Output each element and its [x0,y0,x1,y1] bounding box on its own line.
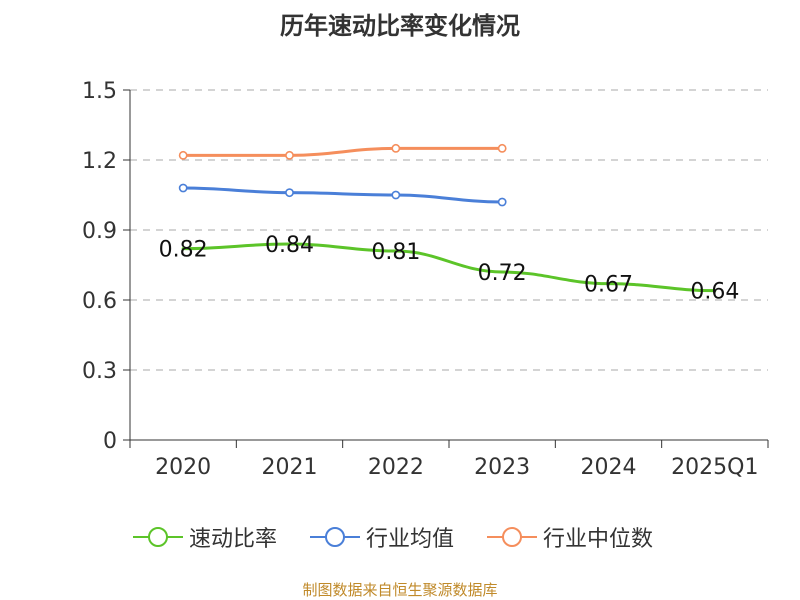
data-point [391,190,401,200]
source-note: 制图数据来自恒生聚源数据库 [302,581,498,599]
y-tick-label: 1.5 [82,79,117,104]
data-point [285,188,294,198]
data-label: 0.67 [584,273,633,298]
data-label: 0.82 [159,238,208,263]
legend-label: 行业均值 [366,527,455,552]
legend-line-circle-icon [487,527,537,547]
x-tick-label: 2025Q1 [671,455,758,480]
axes: 0 0.3 0.6 0.9 1.2 1.5 2020 2021 2022 2023 2024 2025… [82,79,769,480]
data-label: 0.84 [265,233,314,258]
series-lines [178,143,717,293]
data-point [285,150,294,160]
chart-title: 历年速动比率变化情况 [280,12,520,40]
data-label: 0.72 [478,261,527,286]
series-line [181,146,504,157]
data-point [497,197,507,207]
x-tick-label: 2022 [368,455,424,480]
y-tick-label: 0 [103,429,117,454]
legend-line-circle-icon [310,527,360,547]
data-label: 0.81 [371,240,420,265]
x-tick-label: 2024 [581,455,637,480]
data-point [391,143,401,153]
data-label: 0.64 [690,280,739,305]
legend-item-industry-median[interactable]: 行业中位数 [487,522,653,552]
y-tick-label: 0.3 [82,359,117,384]
series-line [181,242,717,293]
data-point [178,183,188,193]
data-point [178,150,188,160]
grid-lines [130,89,768,371]
legend-item-industry-mean[interactable]: 行业均值 [310,522,454,552]
y-tick-label: 0.9 [82,219,117,244]
legend-label: 行业中位数 [543,527,654,552]
data-point [497,143,507,153]
legend-item-quick-ratio[interactable]: 速动比率 [133,522,277,552]
y-tick-label: 1.2 [82,149,117,174]
x-tick-label: 2023 [474,455,530,480]
x-tick-label: 2021 [262,455,318,480]
series-line [181,186,504,204]
y-tick-label: 0.6 [82,289,117,314]
legend-label: 速动比率 [189,527,278,552]
data-labels: 0.82 0.84 0.81 0.72 0.67 0.64 [159,233,740,305]
legend-line-circle-icon [133,527,183,547]
legend: 速动比率 行业均值 行业中位数 [0,522,800,552]
x-tick-label: 2020 [155,455,211,480]
